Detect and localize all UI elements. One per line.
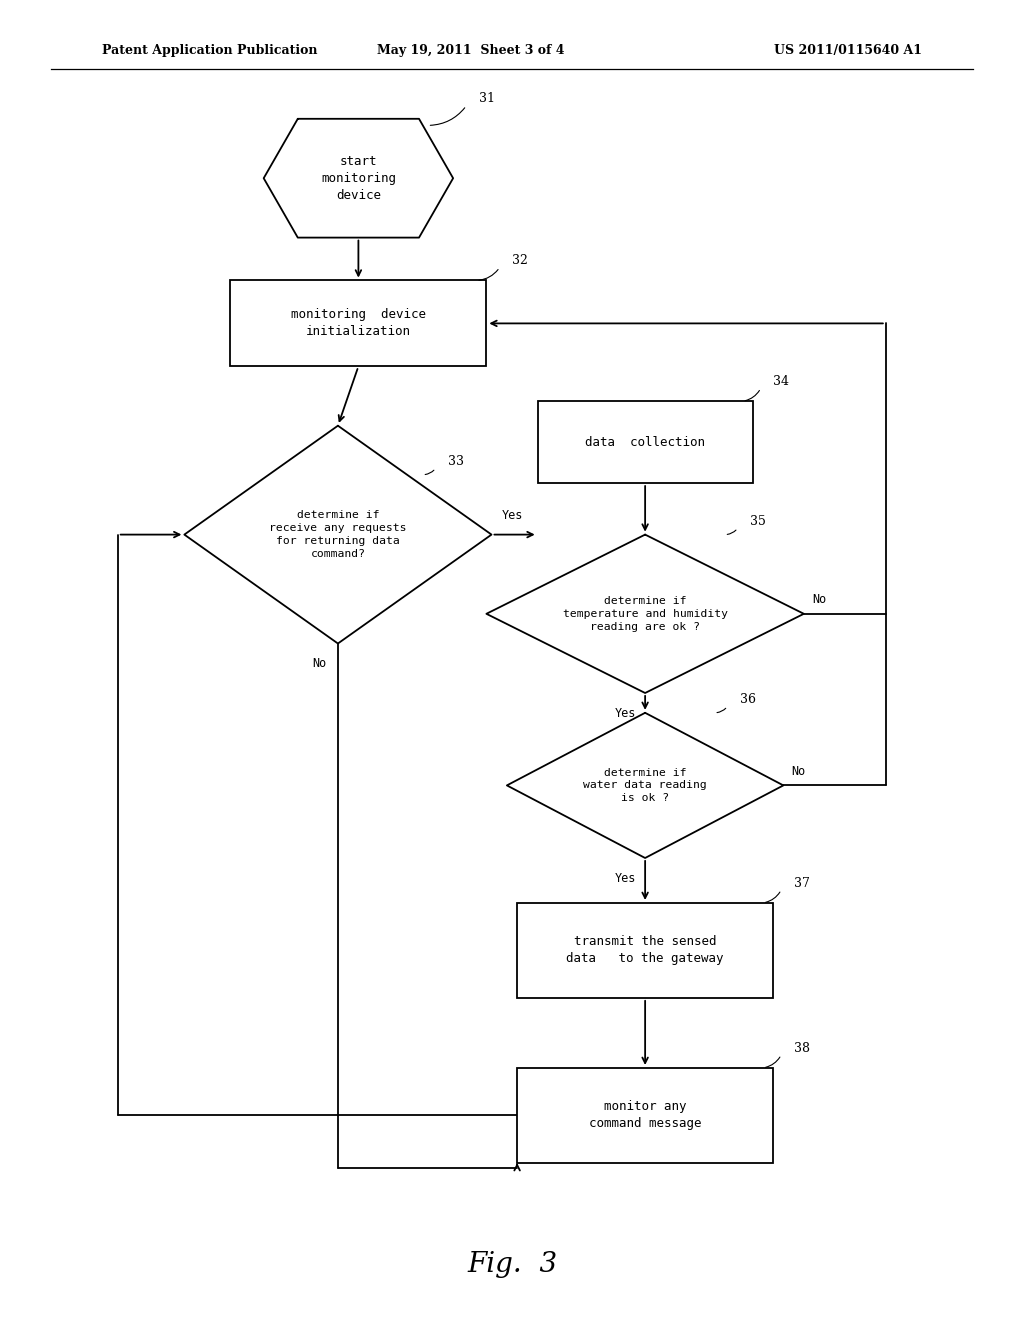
- Text: 37: 37: [794, 876, 810, 890]
- Text: 32: 32: [512, 255, 528, 267]
- Text: 34: 34: [773, 375, 790, 388]
- Text: 38: 38: [794, 1041, 810, 1055]
- Text: transmit the sensed
data   to the gateway: transmit the sensed data to the gateway: [566, 936, 724, 965]
- Text: monitoring  device
initialization: monitoring device initialization: [291, 309, 426, 338]
- Text: Patent Application Publication: Patent Application Publication: [102, 44, 317, 57]
- Text: 35: 35: [750, 515, 766, 528]
- Text: Yes: Yes: [502, 508, 523, 521]
- Bar: [230, 280, 486, 366]
- Text: 36: 36: [739, 693, 756, 706]
- Text: start
monitoring
device: start monitoring device: [321, 154, 396, 202]
- Text: Fig.  3: Fig. 3: [467, 1251, 557, 1278]
- Text: determine if
temperature and humidity
reading are ok ?: determine if temperature and humidity re…: [562, 597, 728, 631]
- Text: No: No: [812, 593, 826, 606]
- Text: No: No: [792, 764, 806, 777]
- Bar: [517, 903, 773, 998]
- Bar: [538, 401, 753, 483]
- Text: Yes: Yes: [614, 706, 636, 719]
- Bar: [517, 1068, 773, 1163]
- Text: No: No: [312, 657, 327, 671]
- Text: May 19, 2011  Sheet 3 of 4: May 19, 2011 Sheet 3 of 4: [377, 44, 565, 57]
- Text: determine if
receive any requests
for returning data
command?: determine if receive any requests for re…: [269, 511, 407, 558]
- Text: US 2011/0115640 A1: US 2011/0115640 A1: [773, 44, 922, 57]
- Text: monitor any
command message: monitor any command message: [589, 1101, 701, 1130]
- Text: determine if
water data reading
is ok ?: determine if water data reading is ok ?: [584, 768, 707, 803]
- Text: Yes: Yes: [614, 871, 636, 884]
- Text: 31: 31: [479, 92, 495, 106]
- Text: 33: 33: [449, 455, 464, 469]
- Text: data  collection: data collection: [585, 436, 706, 449]
